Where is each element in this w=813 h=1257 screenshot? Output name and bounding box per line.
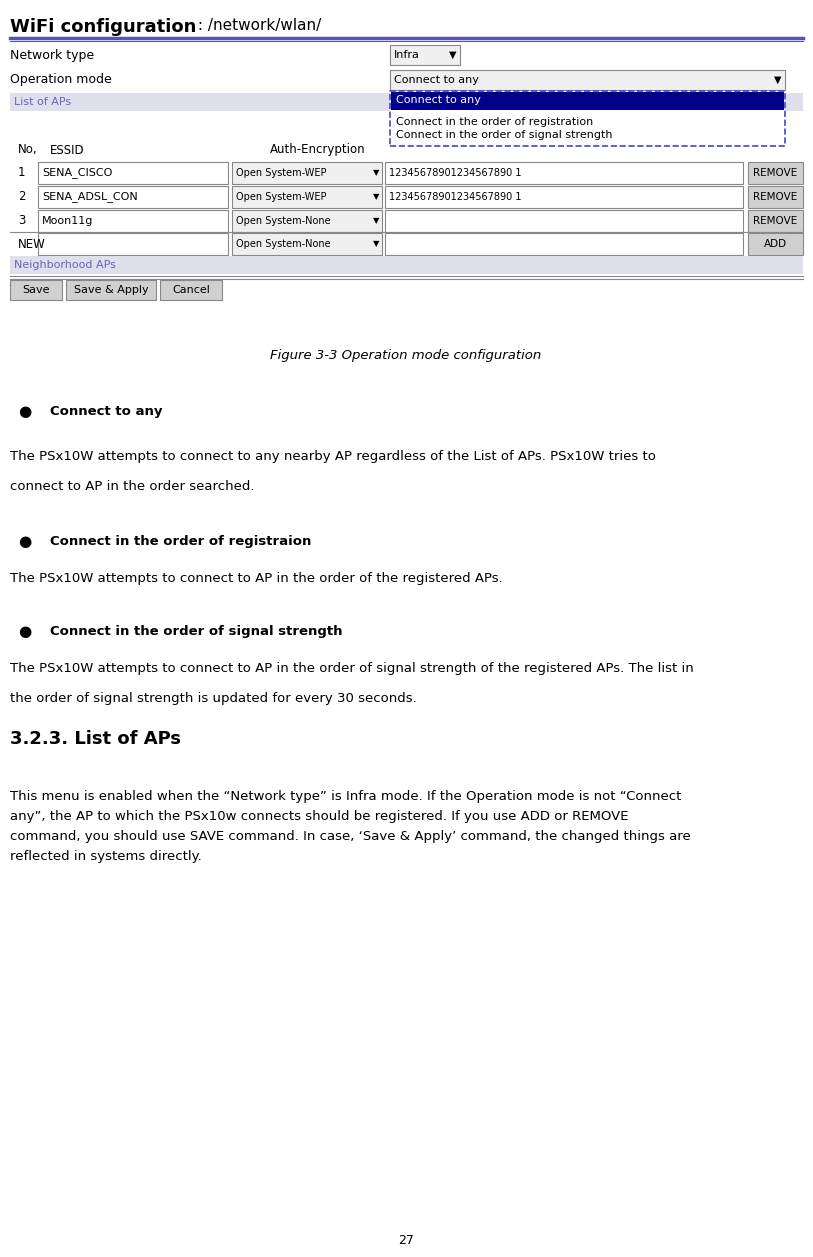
Text: Connect in the order of signal strength: Connect in the order of signal strength: [396, 129, 612, 140]
Text: Operation mode: Operation mode: [10, 73, 111, 87]
Text: Connect to any: Connect to any: [396, 96, 480, 106]
Text: NEW: NEW: [18, 238, 46, 250]
Text: Figure 3-3 Operation mode configuration: Figure 3-3 Operation mode configuration: [271, 348, 541, 362]
Bar: [66, 280, 156, 300]
Text: The PSx10W attempts to connect to AP in the order of signal strength of the regi: The PSx10W attempts to connect to AP in …: [10, 662, 693, 675]
Text: 12345678901234567890 1: 12345678901234567890 1: [389, 192, 521, 202]
Text: ●: ●: [18, 533, 31, 548]
Bar: [390, 70, 785, 91]
Bar: [391, 92, 784, 111]
Bar: [38, 210, 228, 233]
Text: ESSID: ESSID: [50, 143, 85, 157]
Text: Open System-WEP: Open System-WEP: [236, 192, 327, 202]
Bar: [10, 93, 803, 111]
Bar: [748, 186, 803, 207]
Bar: [160, 280, 222, 300]
Text: Open System-WEP: Open System-WEP: [236, 168, 327, 178]
Text: Infra: Infra: [394, 50, 420, 60]
Text: 3: 3: [18, 215, 25, 228]
Bar: [748, 210, 803, 233]
Text: 12345678901234567890 1: 12345678901234567890 1: [389, 168, 521, 178]
Bar: [38, 162, 228, 184]
Bar: [385, 233, 743, 255]
Bar: [390, 91, 785, 146]
Bar: [748, 162, 803, 184]
Text: Open System-None: Open System-None: [236, 239, 331, 249]
Text: command, you should use SAVE command. In case, ‘Save & Apply’ command, the chang: command, you should use SAVE command. In…: [10, 830, 691, 843]
Text: 27: 27: [398, 1233, 414, 1247]
Text: Connect to any: Connect to any: [50, 405, 163, 417]
Text: ●: ●: [18, 623, 31, 639]
Text: List of APs: List of APs: [14, 97, 71, 107]
Bar: [748, 233, 803, 255]
Text: ▼: ▼: [773, 75, 781, 85]
Text: Connect to any: Connect to any: [394, 75, 479, 85]
Bar: [385, 210, 743, 233]
Text: ▼: ▼: [372, 192, 379, 201]
Text: No,: No,: [18, 143, 37, 157]
Text: REMOVE: REMOVE: [754, 216, 798, 226]
Text: REMOVE: REMOVE: [754, 192, 798, 202]
Bar: [390, 45, 460, 65]
Text: Connect in the order of registration: Connect in the order of registration: [396, 117, 593, 127]
Text: Moon11g: Moon11g: [42, 216, 93, 226]
Text: any”, the AP to which the PSx10w connects should be registered. If you use ADD o: any”, the AP to which the PSx10w connect…: [10, 810, 628, 823]
Text: 2: 2: [18, 191, 25, 204]
Text: ADD: ADD: [764, 239, 787, 249]
Bar: [232, 233, 382, 255]
Text: Connect in the order of registraion: Connect in the order of registraion: [50, 534, 311, 548]
Text: The PSx10W attempts to connect to any nearby AP regardless of the List of APs. P: The PSx10W attempts to connect to any ne…: [10, 450, 656, 463]
Text: SENA_CISCO: SENA_CISCO: [42, 167, 112, 178]
Bar: [232, 186, 382, 207]
Text: Save & Apply: Save & Apply: [74, 285, 148, 295]
Text: Neighborhood APs: Neighborhood APs: [14, 260, 116, 270]
Text: reflected in systems directly.: reflected in systems directly.: [10, 850, 202, 864]
Bar: [232, 210, 382, 233]
Bar: [232, 162, 382, 184]
Text: ●: ●: [18, 403, 31, 419]
Bar: [385, 186, 743, 207]
Text: Network type: Network type: [10, 49, 94, 62]
Bar: [385, 162, 743, 184]
Text: WiFi configuration: WiFi configuration: [10, 18, 197, 36]
Bar: [38, 186, 228, 207]
Text: : /network/wlan/: : /network/wlan/: [193, 18, 321, 33]
Text: 1: 1: [18, 166, 25, 180]
Bar: [10, 280, 62, 300]
Bar: [38, 233, 228, 255]
Text: This menu is enabled when the “Network type” is Infra mode. If the Operation mod: This menu is enabled when the “Network t…: [10, 789, 681, 803]
Text: connect to AP in the order searched.: connect to AP in the order searched.: [10, 480, 254, 493]
Text: REMOVE: REMOVE: [754, 168, 798, 178]
Text: Save: Save: [22, 285, 50, 295]
Text: Connect in the order of signal strength: Connect in the order of signal strength: [50, 625, 342, 637]
Text: ▼: ▼: [372, 168, 379, 177]
Text: The PSx10W attempts to connect to AP in the order of the registered APs.: The PSx10W attempts to connect to AP in …: [10, 572, 502, 585]
Text: Open System-None: Open System-None: [236, 216, 331, 226]
Text: the order of signal strength is updated for every 30 seconds.: the order of signal strength is updated …: [10, 693, 417, 705]
Text: ▼: ▼: [449, 50, 456, 60]
Text: ▼: ▼: [372, 240, 379, 249]
Text: 3.2.3. List of APs: 3.2.3. List of APs: [10, 730, 181, 748]
Text: Auth-Encryption: Auth-Encryption: [270, 143, 366, 157]
Text: ▼: ▼: [372, 216, 379, 225]
Text: Cancel: Cancel: [172, 285, 210, 295]
Bar: [10, 256, 803, 274]
Text: SENA_ADSL_CON: SENA_ADSL_CON: [42, 191, 137, 202]
